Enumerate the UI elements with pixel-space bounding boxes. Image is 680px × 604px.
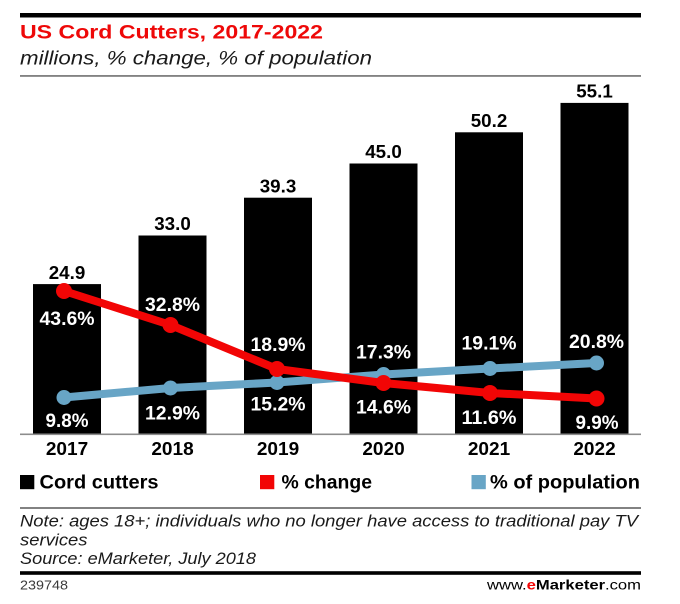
svg-text:20.8%: 20.8% [569,332,624,353]
svg-text:239748: 239748 [20,579,68,593]
svg-text:12.9%: 12.9% [145,404,200,425]
svg-text:services: services [20,531,88,549]
svg-text:2022: 2022 [573,438,615,459]
svg-text:19.1%: 19.1% [462,334,517,355]
svg-text:43.6%: 43.6% [40,309,95,330]
svg-text:millions, % change, % of popul: millions, % change, % of population [20,47,372,69]
svg-text:11.6%: 11.6% [462,408,517,429]
svg-text:18.9%: 18.9% [251,335,306,356]
svg-text:2018: 2018 [151,438,193,459]
svg-text:45.0: 45.0 [365,141,402,162]
svg-text:17.3%: 17.3% [356,343,411,364]
svg-text:% change: % change [282,472,373,494]
svg-text:2017: 2017 [46,438,88,459]
svg-text:39.3: 39.3 [260,175,297,196]
svg-text:2020: 2020 [362,438,404,459]
svg-text:US Cord Cutters, 2017-2022: US Cord Cutters, 2017-2022 [20,22,323,44]
svg-text:% of population: % of population [490,472,640,494]
svg-text:14.6%: 14.6% [356,398,411,419]
svg-text:55.1: 55.1 [576,81,613,102]
svg-text:2019: 2019 [257,438,299,459]
svg-text:2021: 2021 [468,438,510,459]
svg-text:24.9: 24.9 [49,262,86,283]
svg-text:15.2%: 15.2% [251,395,306,416]
svg-text:Source: eMarketer, July 2018: Source: eMarketer, July 2018 [20,550,257,568]
svg-text:32.8%: 32.8% [145,295,200,316]
svg-text:50.2: 50.2 [471,110,508,131]
svg-text:9.8%: 9.8% [46,411,89,432]
svg-text:9.9%: 9.9% [576,413,619,434]
svg-text:33.0: 33.0 [154,213,191,234]
svg-text:Cord cutters: Cord cutters [40,472,159,494]
svg-text:Note: ages 18+; individuals wh: Note: ages 18+; individuals who no longe… [20,513,640,531]
svg-text:www.eMarketer.com: www. eMarketer .com [486,577,641,593]
